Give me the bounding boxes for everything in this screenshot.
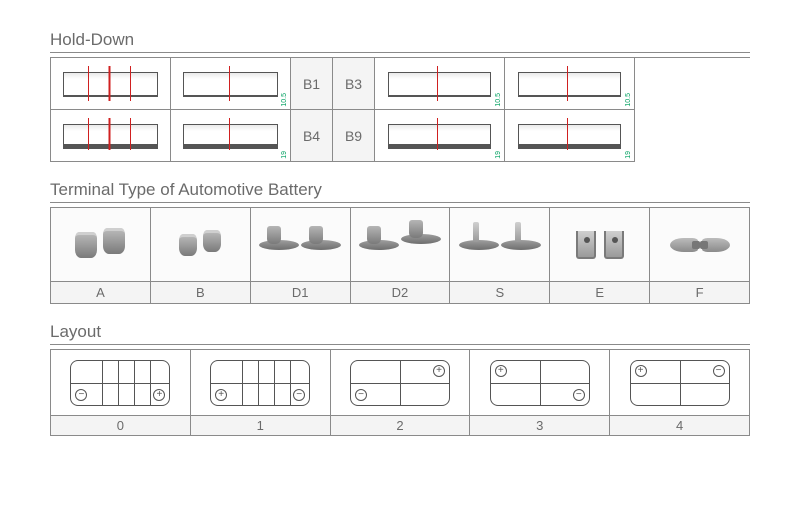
layout-code: 2 xyxy=(331,416,471,436)
terminal-figure xyxy=(450,208,550,282)
battery-profile-icon xyxy=(388,72,491,97)
measure-label: 19 xyxy=(625,151,632,159)
hd-code-cell: B3 xyxy=(333,58,375,110)
battery-profile-icon xyxy=(518,124,621,149)
battery-layout-icon xyxy=(350,360,450,406)
minus-terminal-icon xyxy=(573,389,585,401)
terminal-code: B xyxy=(151,282,251,304)
plus-terminal-icon xyxy=(495,365,507,377)
terminal-code: D1 xyxy=(251,282,351,304)
layout-table: 0 1 2 3 4 xyxy=(50,349,750,436)
holddown-section: Hold-Down 10.5 B1 B3 10.5 10.5 19 B4 B9 xyxy=(50,30,750,162)
battery-layout-icon xyxy=(490,360,590,406)
layout-code: 1 xyxy=(191,416,331,436)
layout-code: 3 xyxy=(470,416,610,436)
s-terminal-icon xyxy=(459,240,541,250)
terminal-code: S xyxy=(450,282,550,304)
terminal-figure xyxy=(550,208,650,282)
minus-terminal-icon xyxy=(713,365,725,377)
layout-code: 4 xyxy=(610,416,750,436)
measure-label: 10.5 xyxy=(281,93,288,107)
terminal-figure xyxy=(251,208,351,282)
layout-figure xyxy=(610,350,750,416)
post-pair-icon xyxy=(179,234,221,256)
hd-code-cell: B4 xyxy=(291,110,333,162)
battery-profile-icon xyxy=(518,72,621,97)
layout-code: 0 xyxy=(51,416,191,436)
holddown-table: 10.5 B1 B3 10.5 10.5 19 B4 B9 19 19 xyxy=(50,57,750,162)
minus-terminal-icon xyxy=(75,389,87,401)
plus-terminal-icon xyxy=(433,365,445,377)
battery-profile-icon xyxy=(63,72,158,97)
hd-cell: 10.5 xyxy=(375,58,505,110)
battery-profile-icon xyxy=(183,124,278,149)
terminal-title: Terminal Type of Automotive Battery xyxy=(50,180,750,203)
d-terminal-icon xyxy=(259,240,341,250)
minus-terminal-icon xyxy=(355,389,367,401)
post-pair-icon xyxy=(75,232,125,258)
plus-terminal-icon xyxy=(635,365,647,377)
hd-cell xyxy=(51,110,171,162)
holddown-title: Hold-Down xyxy=(50,30,750,53)
terminal-section: Terminal Type of Automotive Battery A B … xyxy=(50,180,750,304)
battery-layout-icon xyxy=(210,360,310,406)
layout-figure xyxy=(331,350,471,416)
hd-cell: 10.5 xyxy=(171,58,291,110)
hd-cell: 19 xyxy=(505,110,635,162)
terminal-code: A xyxy=(51,282,151,304)
measure-label: 10.5 xyxy=(495,93,502,107)
terminal-figure xyxy=(51,208,151,282)
terminal-table: A B D1 D2 S E F xyxy=(50,207,750,304)
battery-profile-icon xyxy=(63,124,158,149)
plus-terminal-icon xyxy=(215,389,227,401)
minus-terminal-icon xyxy=(293,389,305,401)
terminal-figure xyxy=(351,208,451,282)
terminal-figure xyxy=(151,208,251,282)
plus-terminal-icon xyxy=(153,389,165,401)
battery-profile-icon xyxy=(388,124,491,149)
battery-profile-icon xyxy=(183,72,278,97)
hd-cell: 10.5 xyxy=(505,58,635,110)
layout-figure xyxy=(191,350,331,416)
measure-label: 19 xyxy=(495,151,502,159)
terminal-code: D2 xyxy=(351,282,451,304)
battery-layout-icon xyxy=(630,360,730,406)
layout-section: Layout xyxy=(50,322,750,436)
hd-code-cell: B9 xyxy=(333,110,375,162)
layout-title: Layout xyxy=(50,322,750,345)
layout-figure xyxy=(51,350,191,416)
layout-figure xyxy=(470,350,610,416)
flat-terminal-icon xyxy=(670,238,730,252)
d-terminal-icon xyxy=(359,240,441,250)
hd-cell: 19 xyxy=(171,110,291,162)
bracket-terminal-icon xyxy=(576,231,624,259)
hd-cell: 19 xyxy=(375,110,505,162)
terminal-figure xyxy=(650,208,750,282)
hd-code-cell: B1 xyxy=(291,58,333,110)
battery-layout-icon xyxy=(70,360,170,406)
hd-cell xyxy=(51,58,171,110)
measure-label: 19 xyxy=(281,151,288,159)
terminal-code: F xyxy=(650,282,750,304)
terminal-code: E xyxy=(550,282,650,304)
measure-label: 10.5 xyxy=(625,93,632,107)
